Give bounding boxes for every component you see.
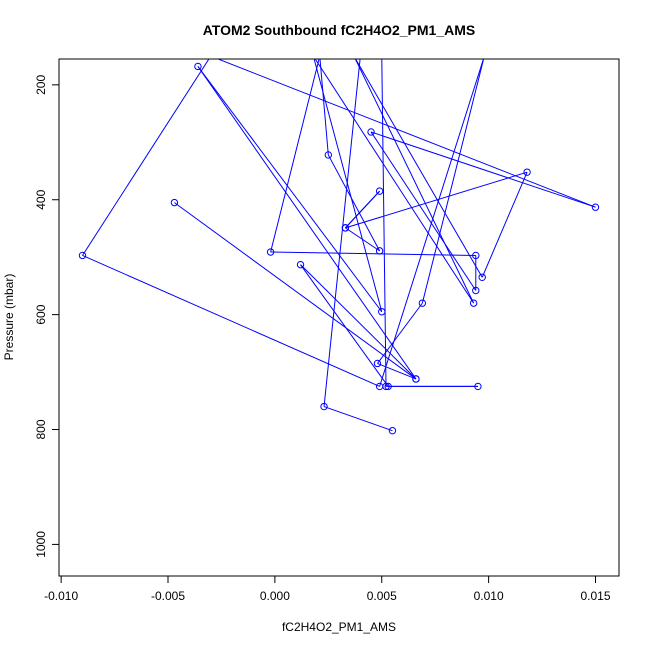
- data-point: [523, 168, 531, 176]
- x-axis-label: fC2H4O2_PM1_AMS: [282, 620, 396, 634]
- data-point: [341, 224, 350, 232]
- data-point: [296, 260, 305, 269]
- series-segment: [82, 59, 210, 256]
- data-point: [375, 382, 384, 391]
- data-point: [412, 375, 420, 383]
- y-tick-label: 400: [34, 189, 48, 209]
- series-segment: [421, 59, 485, 304]
- series-segment: [270, 251, 476, 256]
- series-segment: [323, 406, 393, 432]
- data-point: [472, 251, 480, 260]
- data-point: [78, 251, 87, 260]
- series-segment: [313, 59, 383, 312]
- data-point: [367, 128, 375, 136]
- data-point: [373, 359, 382, 368]
- series-segment: [300, 264, 417, 380]
- y-axis: 200 400 600 800 1000: [34, 75, 60, 558]
- x-tick-label: 0.000: [260, 589, 290, 603]
- series-segment: [82, 255, 380, 387]
- data-point: [375, 247, 384, 255]
- data-point: [478, 273, 486, 281]
- x-axis: -0.010 -0.005 0.000 0.005 0.010 0.015: [44, 575, 611, 603]
- series-segment: [319, 59, 329, 155]
- y-tick-label: 600: [34, 304, 48, 324]
- series-segment: [355, 59, 483, 278]
- data-point: [384, 382, 392, 391]
- series-segment: [197, 66, 417, 380]
- x-tick-label: -0.005: [151, 589, 185, 603]
- x-tick-label: -0.010: [44, 589, 78, 603]
- series-segment: [270, 59, 320, 253]
- y-tick-label: 1000: [34, 531, 48, 558]
- y-tick-label: 800: [34, 419, 48, 439]
- series-segment: [323, 59, 361, 407]
- chart-title: ATOM2 Southbound fC2H4O2_PM1_AMS: [203, 22, 476, 38]
- series-segment: [345, 227, 380, 252]
- series-segment: [381, 59, 387, 387]
- series-segment: [370, 131, 596, 208]
- series-segment: [377, 362, 417, 380]
- data-point: [378, 308, 386, 316]
- data-point: [170, 198, 179, 207]
- series-layer: [78, 59, 600, 435]
- data-point: [418, 299, 427, 307]
- data-point: [469, 299, 478, 307]
- series-segment: [197, 66, 383, 313]
- series-segment: [174, 202, 417, 380]
- series-segment: [300, 264, 389, 387]
- data-point: [375, 187, 384, 195]
- data-point: [324, 151, 333, 159]
- series-segment: [354, 59, 475, 304]
- series-segment: [377, 302, 423, 364]
- series-segment: [370, 131, 477, 291]
- x-tick-label: 0.015: [580, 589, 610, 603]
- y-tick-label: 200: [34, 75, 48, 95]
- series-segment: [314, 59, 475, 304]
- series-segment: [327, 154, 381, 252]
- data-point: [388, 426, 397, 435]
- data-point: [472, 286, 480, 295]
- series-segment: [345, 190, 380, 229]
- y-axis-label: Pressure (mbar): [2, 274, 16, 361]
- data-point: [591, 203, 600, 211]
- data-point: [320, 402, 328, 411]
- series-segment: [216, 59, 596, 208]
- series-segment: [345, 171, 528, 229]
- x-tick-label: 0.010: [474, 589, 504, 603]
- x-tick-label: 0.005: [367, 589, 397, 603]
- data-point: [194, 62, 202, 71]
- data-point: [474, 382, 482, 391]
- series-segment: [481, 171, 528, 278]
- series-segment: [379, 59, 484, 387]
- data-point: [266, 248, 275, 256]
